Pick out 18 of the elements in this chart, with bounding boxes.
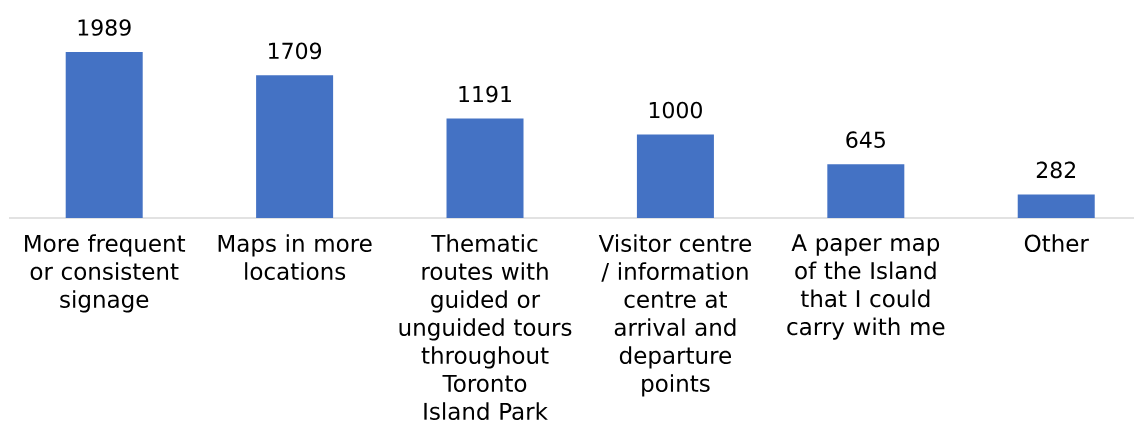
data-label: 282 bbox=[1036, 161, 1076, 179]
data-label: 1989 bbox=[78, 19, 131, 36]
x-tick-label: A paper map of the Island that I could carry with me bbox=[787, 234, 945, 340]
bar bbox=[1017, 194, 1095, 218]
bar bbox=[65, 52, 143, 218]
bar bbox=[636, 134, 714, 218]
bar bbox=[827, 164, 905, 218]
bar bbox=[256, 75, 334, 218]
bar bbox=[446, 118, 524, 218]
data-label: 645 bbox=[846, 131, 885, 148]
data-label: 1000 bbox=[649, 101, 702, 119]
x-tick-label: Visitor centre / information centre at arrival and departure points bbox=[598, 234, 752, 397]
x-tick-label: Thematic routes with guided or unguided tours throughout Toronto Island Park bbox=[399, 234, 572, 420]
x-tick-label: Other bbox=[1024, 234, 1089, 252]
x-tick-label: Maps in more locations bbox=[218, 234, 372, 280]
data-label: 1709 bbox=[269, 42, 322, 60]
data-label: 1191 bbox=[459, 85, 511, 103]
x-tick-label: More frequent or consistent signage bbox=[25, 234, 186, 313]
